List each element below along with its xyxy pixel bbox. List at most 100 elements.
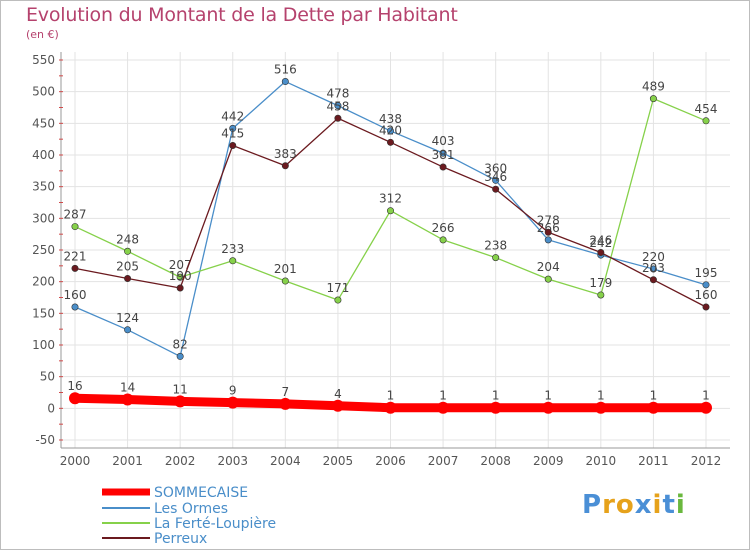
data-label: 312: [379, 192, 402, 206]
x-tick-label: 2005: [323, 454, 354, 468]
data-label: 171: [326, 281, 349, 295]
data-label: 242: [589, 236, 612, 250]
data-point: [544, 275, 552, 283]
data-point: [492, 176, 500, 184]
data-label: 233: [221, 242, 244, 256]
y-tick-label: 300: [32, 211, 55, 225]
y-tick-label: 500: [32, 85, 55, 99]
data-label: 207: [169, 258, 192, 272]
data-label: 4: [334, 387, 342, 401]
data-label: 7: [282, 385, 290, 399]
logo-letter: P: [582, 490, 603, 520]
logo-letter: i: [652, 490, 663, 520]
data-point: [226, 396, 239, 409]
data-label: 204: [537, 260, 560, 274]
data-label: 1: [492, 389, 500, 403]
data-label: 287: [64, 208, 87, 222]
data-point: [176, 273, 184, 281]
data-point: [124, 247, 132, 255]
data-label: 205: [116, 260, 139, 274]
data-label: 442: [221, 109, 244, 123]
x-tick-label: 2010: [586, 454, 617, 468]
data-label: 381: [432, 148, 455, 162]
data-label: 220: [642, 250, 665, 264]
x-tick-label: 2012: [691, 454, 722, 468]
x-tick-label: 2007: [428, 454, 459, 468]
data-label: 420: [379, 123, 402, 137]
data-label: 516: [274, 63, 297, 77]
y-tick-label: 550: [32, 53, 55, 67]
x-tick-label: 2009: [533, 454, 564, 468]
data-point: [281, 162, 289, 170]
data-label: 11: [173, 382, 188, 396]
data-point: [281, 78, 289, 86]
legend-label: Les Ormes: [154, 501, 228, 517]
data-label: 160: [695, 288, 718, 302]
chart-title: Evolution du Montant de la Dette par Hab…: [26, 4, 458, 26]
y-tick-label: 250: [32, 243, 55, 257]
proxiti-logo: Proxiti: [582, 490, 686, 520]
data-label: 1: [597, 389, 605, 403]
data-label: 160: [64, 288, 87, 302]
data-point: [386, 127, 394, 135]
data-label: 1: [650, 389, 658, 403]
logo-letter: x: [634, 490, 653, 520]
legend-label: La Ferté-Loupière: [154, 516, 276, 532]
data-label: 489: [642, 80, 665, 94]
x-tick-label: 2002: [165, 454, 196, 468]
y-tick-label: -50: [35, 433, 55, 447]
data-label: 1: [387, 389, 395, 403]
x-tick-label: 2000: [60, 454, 91, 468]
data-label: 14: [120, 380, 135, 394]
data-label: 403: [432, 134, 455, 148]
data-point: [279, 397, 292, 410]
data-point: [594, 401, 607, 414]
data-point: [386, 138, 394, 146]
data-point: [437, 401, 450, 414]
y-tick-label: 0: [47, 401, 55, 415]
y-tick-label: 100: [32, 338, 55, 352]
data-point: [439, 236, 447, 244]
data-point: [702, 117, 710, 125]
data-point: [331, 399, 344, 412]
data-label: 246: [589, 234, 612, 248]
data-label: 438: [379, 112, 402, 126]
data-point: [649, 265, 657, 273]
data-point: [386, 207, 394, 215]
y-tick-label: 400: [32, 148, 55, 162]
logo-letter: o: [615, 490, 635, 520]
data-label: 201: [274, 262, 297, 276]
y-tick-label: 450: [32, 116, 55, 130]
data-label: 238: [484, 239, 507, 253]
data-point: [489, 401, 502, 414]
data-point: [597, 291, 605, 299]
data-point: [700, 401, 712, 414]
data-point: [229, 142, 237, 150]
data-label: 82: [173, 337, 188, 351]
data-point: [176, 284, 184, 292]
data-label: 1: [439, 389, 447, 403]
data-point: [384, 401, 397, 414]
data-label: 454: [695, 102, 718, 116]
x-tick-label: 2003: [217, 454, 248, 468]
x-tick-label: 2011: [638, 454, 669, 468]
data-point: [649, 276, 657, 284]
data-label: 266: [537, 221, 560, 235]
data-label: 16: [67, 379, 82, 393]
y-tick-label: 350: [32, 180, 55, 194]
data-label: 458: [326, 99, 349, 113]
data-point: [121, 393, 134, 406]
data-point: [124, 326, 132, 334]
data-label: 478: [326, 87, 349, 101]
data-point: [702, 303, 710, 311]
data-point: [69, 392, 81, 405]
data-label: 1: [702, 389, 710, 403]
data-point: [647, 401, 660, 414]
data-point: [492, 185, 500, 193]
legend-label: SOMMECAISE: [154, 485, 248, 501]
data-label: 221: [64, 249, 87, 263]
data-point: [71, 303, 79, 311]
chart-subtitle: (en €): [26, 28, 59, 41]
logo-letter: r: [602, 490, 616, 520]
